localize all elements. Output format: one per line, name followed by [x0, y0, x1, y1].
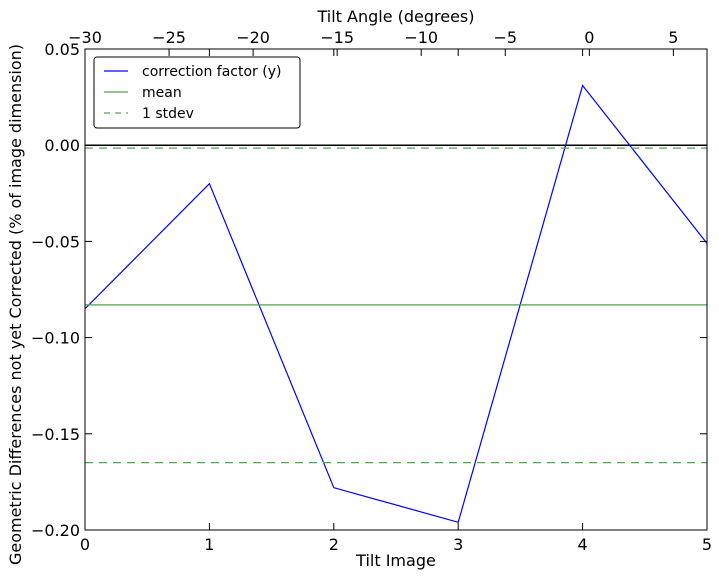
legend-entries: correction factor (y) mean 1 stdev: [104, 64, 281, 122]
y-axis-label: Geometric Differences not yet Corrected …: [6, 44, 25, 565]
y-tick-label: −0.10: [31, 329, 80, 348]
top-tick-label: 0: [584, 28, 594, 47]
x-tick-label: 2: [329, 535, 339, 554]
y-axis-ticks: 0.05 0.00 −0.05 −0.10 −0.15 −0.20: [31, 40, 707, 540]
top-tick-label: −25: [152, 28, 186, 47]
x-tick-label: 3: [453, 535, 463, 554]
x-tick-label: 5: [702, 535, 712, 554]
legend-box: [93, 56, 301, 129]
top-axis-label: Tilt Angle (degrees): [316, 7, 474, 26]
y-tick-label: −0.05: [31, 232, 80, 251]
plot-frame: [84, 48, 708, 531]
top-tick-label: −5: [493, 28, 517, 47]
x-tick-label: 0: [80, 535, 90, 554]
top-tick-label: 5: [668, 28, 678, 47]
legend-label: mean: [142, 85, 182, 101]
y-tick-label: −0.20: [31, 521, 80, 540]
top-tick-label: −20: [236, 28, 270, 47]
x-tick-label: 1: [204, 535, 214, 554]
legend-label: correction factor (y): [142, 64, 281, 80]
y-tick-label: 0.05: [44, 40, 80, 59]
legend: correction factor (y) mean 1 stdev: [93, 56, 301, 129]
x-axis-label: Tilt Image: [355, 551, 436, 570]
top-tick-label: −30: [68, 28, 102, 47]
top-tick-label: −10: [404, 28, 438, 47]
plot-content: [84, 84, 708, 524]
top-tick-label: −15: [320, 28, 354, 47]
y-tick-label: 0.00: [44, 136, 80, 155]
x-tick-label: 4: [578, 535, 588, 554]
series-line-0: [84, 84, 708, 524]
top-axis-ticks: −30 −25 −20 −15 −10 −5 0 5: [68, 28, 678, 56]
legend-label: 1 stdev: [142, 106, 194, 122]
y-tick-label: −0.15: [31, 425, 80, 444]
